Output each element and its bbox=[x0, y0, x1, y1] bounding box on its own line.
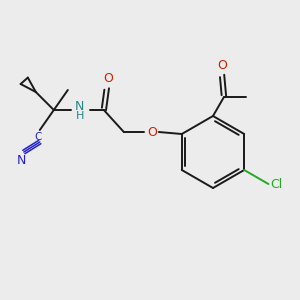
Text: O: O bbox=[217, 59, 227, 72]
Text: O: O bbox=[103, 73, 113, 85]
Text: N: N bbox=[75, 100, 85, 112]
Text: N: N bbox=[17, 154, 26, 167]
Text: C: C bbox=[34, 132, 41, 142]
Text: H: H bbox=[76, 111, 84, 121]
Text: O: O bbox=[147, 125, 157, 139]
Text: Cl: Cl bbox=[270, 178, 283, 190]
